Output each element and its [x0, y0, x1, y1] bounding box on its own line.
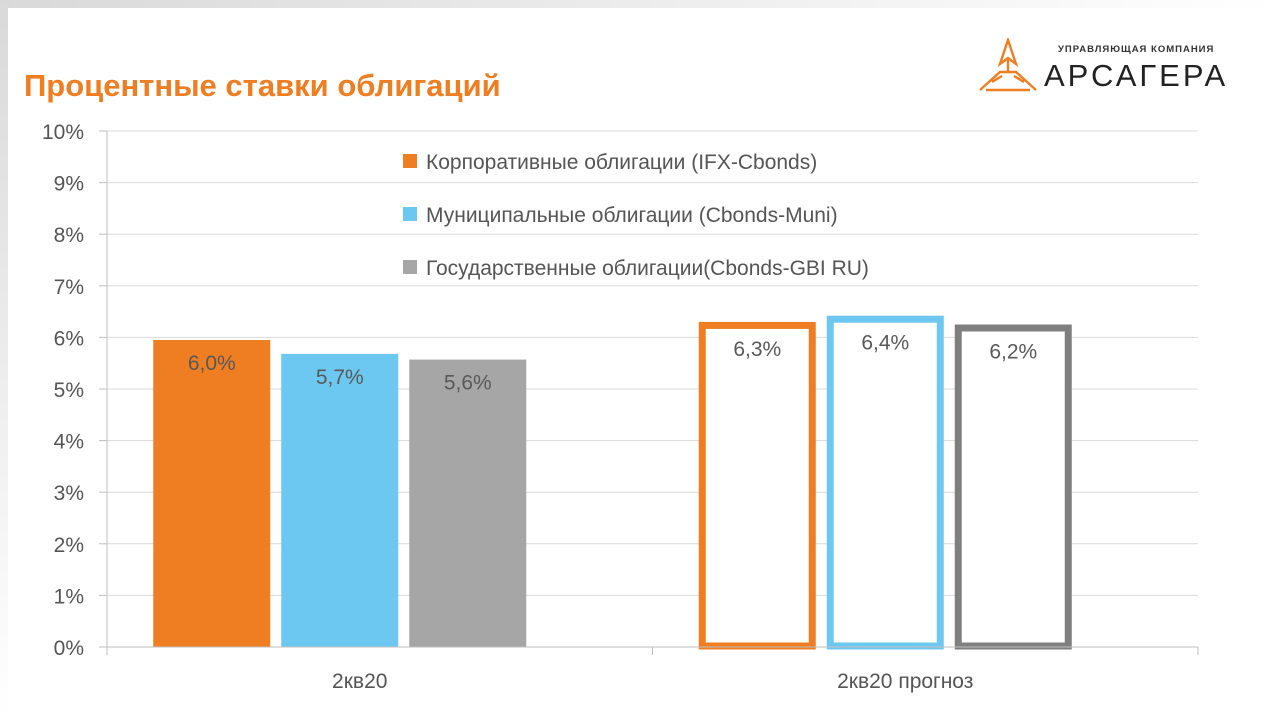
y-tick-label: 1%: [54, 585, 84, 608]
logo-caption: УПРАВЛЯЮЩАЯ КОМПАНИЯ: [1058, 44, 1215, 55]
data-label: 6,3%: [733, 338, 781, 361]
logo-name: АРСАГЕРА: [1044, 58, 1229, 93]
frame-left: [0, 0, 8, 720]
y-tick-label: 2%: [54, 534, 84, 557]
legend-swatch: [403, 154, 417, 168]
legend-swatch: [403, 260, 417, 274]
company-logo: УПРАВЛЯЮЩАЯ КОМПАНИЯ АРСАГЕРА: [978, 38, 1248, 98]
bar-outline: [954, 324, 1072, 650]
data-label: 6,4%: [861, 332, 909, 355]
data-label: 5,6%: [444, 372, 492, 395]
data-labels: 6,0% 5,7% 5,6% 6,3% 6,4% 6,2%: [188, 332, 1037, 395]
y-tick-label: 10%: [42, 121, 84, 144]
frame-top: [0, 0, 1280, 8]
page-title: Процентные ставки облигаций: [24, 68, 501, 103]
x-category-label: 2кв20: [332, 670, 387, 693]
y-axis: 0% 1% 2% 3% 4% 5% 6% 7% 8% 9% 10%: [42, 121, 108, 660]
y-tick-label: 7%: [54, 276, 84, 299]
y-tick-label: 5%: [54, 379, 84, 402]
legend-swatch: [403, 207, 417, 221]
bar: [409, 359, 527, 647]
legend: Корпоративные облигации (IFX-Cbonds) Муни…: [403, 151, 869, 280]
bars: [153, 315, 1072, 650]
bar: [153, 339, 271, 647]
legend-label: Государственные облигации(Cbonds-GBI RU): [426, 257, 869, 280]
arsagera-logo-icon: [979, 38, 1037, 92]
y-tick-label: 0%: [54, 637, 84, 660]
y-tick-label: 9%: [54, 173, 84, 196]
bar-outline: [826, 315, 944, 650]
bar-outline: [698, 321, 816, 650]
data-label: 6,0%: [188, 352, 236, 375]
legend-label: Корпоративные облигации (IFX-Cbonds): [426, 151, 817, 174]
data-label: 5,7%: [316, 366, 364, 389]
bar: [281, 353, 399, 647]
y-tick-label: 6%: [54, 327, 84, 350]
y-tick-label: 8%: [54, 224, 84, 247]
y-tick-label: 3%: [54, 482, 84, 505]
legend-label: Муниципальные облигации (Cbonds-Muni): [426, 204, 838, 227]
y-tick-label: 4%: [54, 431, 84, 454]
x-category-label: 2кв20 прогноз: [837, 670, 973, 693]
x-axis: 2кв20 2кв20 прогноз: [106, 646, 1199, 693]
data-label: 6,2%: [989, 341, 1037, 364]
